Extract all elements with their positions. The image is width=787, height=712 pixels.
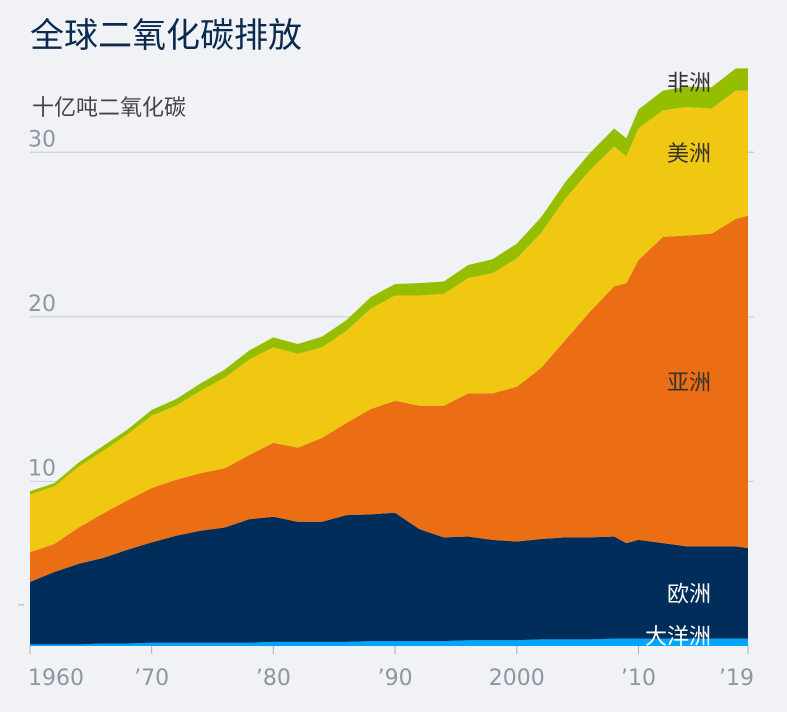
series-label-亚洲: 亚洲 [667, 371, 711, 396]
y-tick-label-30: 30 [28, 127, 56, 152]
chart-title: 全球二氧化碳排放 [30, 16, 302, 56]
x-tick-label-1970: ’70 [134, 666, 169, 691]
series-label-非洲: 非洲 [667, 71, 711, 96]
x-tick-label-1980: ’80 [256, 666, 291, 691]
x-tick-label-1990: ’90 [378, 666, 413, 691]
x-tick-label-2000: 2000 [489, 666, 545, 691]
y-tick-label-20: 20 [28, 292, 56, 317]
area-欧洲 [30, 512, 748, 645]
stacked-areas [30, 68, 748, 646]
axes: 10 20 30 1960 ’70 ’80 ’90 2000 ’10 ’19 [18, 127, 754, 691]
area-美洲 [30, 90, 748, 553]
x-tick-label-2010: ’10 [621, 666, 656, 691]
series-label-欧洲: 欧洲 [667, 582, 711, 607]
series-labels: 大洋洲 欧洲 亚洲 美洲 非洲 [645, 71, 711, 650]
series-label-大洋洲: 大洋洲 [645, 625, 711, 650]
x-tick-label-2019: ’19 [719, 666, 754, 691]
area-大洋洲 [30, 638, 748, 646]
y-axis-unit-label: 十亿吨二氧化碳 [32, 96, 187, 121]
y-tick-label-10: 10 [28, 456, 56, 481]
x-tick-label-1960: 1960 [28, 666, 84, 691]
area-亚洲 [30, 215, 748, 582]
series-label-美洲: 美洲 [667, 142, 711, 167]
